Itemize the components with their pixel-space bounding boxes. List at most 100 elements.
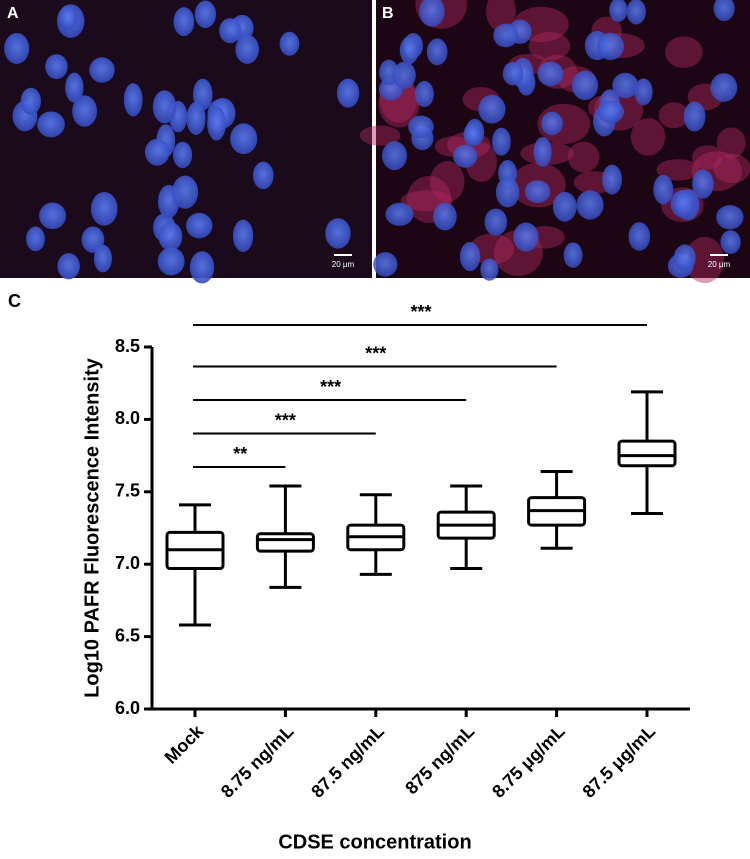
nucleus [628,222,651,251]
cells-b [359,0,750,284]
cytoplasm [665,36,703,69]
y-tick-label: 8.5 [115,336,140,356]
nucleus [541,111,563,136]
nucleus [235,34,260,64]
nucleus [252,161,274,190]
nucleus [20,87,41,115]
nucleus [89,57,115,83]
nucleus [683,101,706,132]
panel-label: C [8,291,21,311]
x-tick-label: 8.75 ng/mL [217,721,298,802]
cytoplasm [716,127,746,159]
nucleus [692,169,714,199]
nucleus [710,73,738,102]
nucleus [602,164,623,195]
nucleus [491,127,511,156]
nucleus [493,23,519,48]
y-tick-label: 6.0 [115,698,140,718]
nucleus [480,258,499,281]
nucleus [426,38,448,66]
nucleus [563,242,583,268]
x-tick-label: 87.5 ng/mL [307,721,388,802]
nucleus [533,137,552,167]
scale-text: 20 μm [708,260,731,269]
nucleus [716,205,744,230]
nucleus [194,0,217,29]
nucleus [37,111,65,138]
nucleus [58,5,78,30]
nucleus [524,180,551,204]
nucleus [576,190,604,220]
nucleus [219,18,242,44]
panel-label: A [7,5,19,22]
nucleus [232,219,254,252]
nucleus [385,202,414,226]
nucleus [26,226,45,252]
nucleus [453,144,478,168]
cytoplasm [713,153,750,184]
y-tick-label: 7.5 [115,481,140,501]
y-tick-label: 6.5 [115,625,140,645]
cytoplasm [469,233,515,265]
nucleus [596,32,625,61]
significance-label: *** [410,302,431,322]
cytoplasm [685,236,724,284]
nucleus [459,241,481,272]
nucleus [392,61,416,89]
nucleus [336,78,360,108]
nucleus [720,230,741,254]
cytoplasm [528,31,571,61]
y-tick-label: 8.0 [115,408,140,428]
nucleus [478,94,506,124]
nucleus [230,123,258,155]
cytoplasm [656,159,700,181]
nucleus [173,7,195,37]
cytoplasm [658,102,689,129]
nucleus [207,106,226,141]
cytoplasm [430,161,465,202]
nucleus [670,189,696,218]
nucleus [152,90,177,124]
cytoplasm [692,145,723,170]
nucleus [173,141,193,169]
y-axis-title: Log10 PAFR Fluorescence Intensity [81,357,103,698]
cytoplasm [630,118,666,156]
nucleus [513,222,539,252]
nucleus [626,0,646,25]
nucleus [39,202,67,230]
nucleus [72,95,98,127]
nucleus [673,244,696,272]
nucleus [373,252,398,277]
nucleus [414,80,434,108]
significance-label: *** [320,377,341,397]
x-tick-label: 87.5 μg/mL [579,721,660,802]
nucleus [144,138,170,166]
nucleus [93,244,112,273]
nucleus [433,202,457,231]
significance-label: ** [233,444,247,464]
nucleus [90,192,118,226]
nucleus [463,122,483,147]
nucleus [552,191,577,222]
x-tick-label: 8.75 μg/mL [488,721,569,802]
cytoplasm [567,141,600,173]
nucleus [279,31,300,56]
nucleus [484,208,508,236]
x-tick-label: Mock [161,720,208,767]
nucleus [189,251,215,284]
nucleus [172,175,199,209]
nucleus [502,61,524,86]
nucleus [612,72,639,99]
nucleus [495,177,520,208]
nucleus [65,72,84,103]
box [617,439,677,468]
nucleus [186,101,206,135]
significance-label: *** [365,343,386,363]
cytoplasm [359,125,401,146]
nucleus [185,212,213,239]
micrograph-a [0,0,372,278]
nucleus [157,247,185,276]
x-tick-label: 875 ng/mL [401,721,478,798]
significance-label: *** [275,410,296,430]
